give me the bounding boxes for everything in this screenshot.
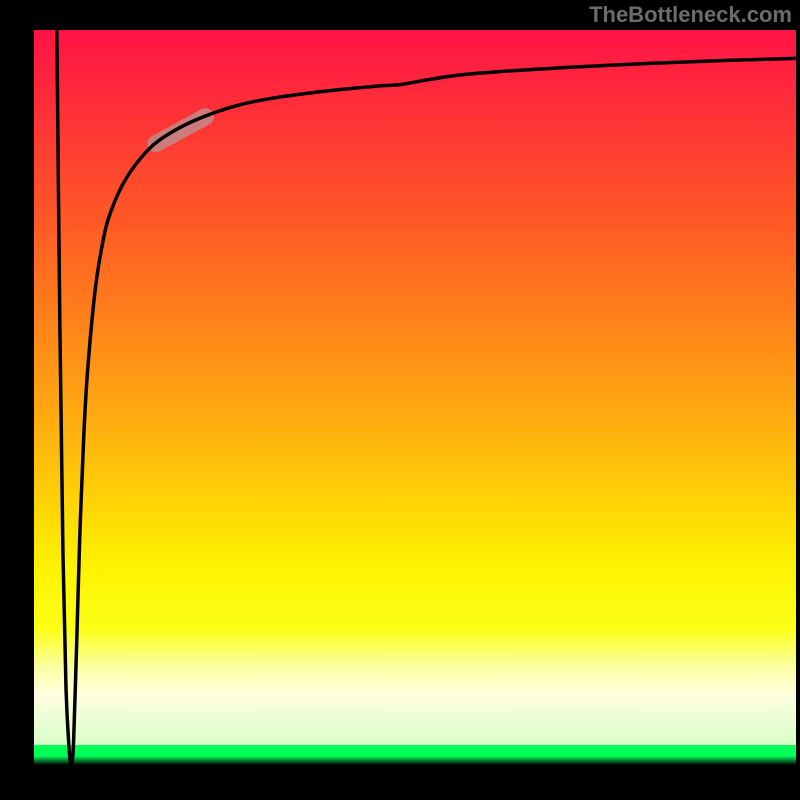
plot-area [34, 30, 796, 778]
watermark-text: TheBottleneck.com [589, 2, 792, 28]
curve-overlay [34, 30, 796, 778]
chart-container: TheBottleneck.com [0, 0, 800, 800]
